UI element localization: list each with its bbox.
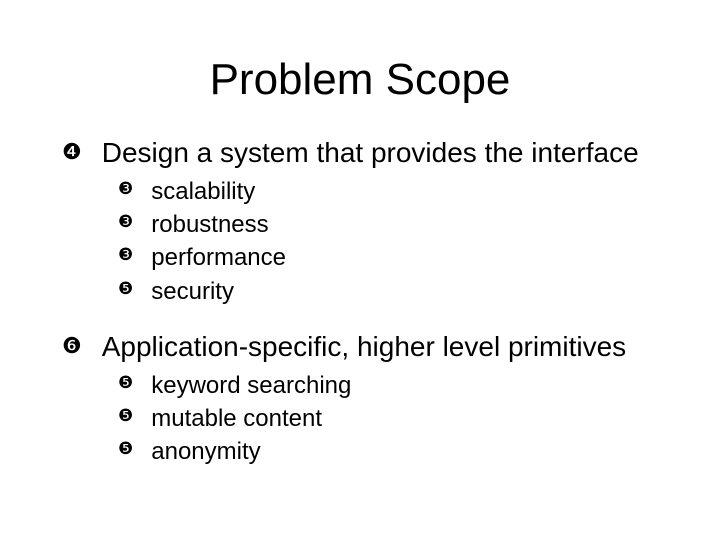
sub-item: ❸ scalability	[118, 176, 680, 207]
slide-title: Problem Scope	[40, 55, 680, 105]
bullet-icon: ❺	[118, 407, 133, 424]
top-level-item: ❻ Application-specific, higher level prim…	[62, 329, 680, 364]
bullet-icon: ❹	[62, 141, 82, 163]
bullet-icon: ❻	[62, 335, 82, 357]
sub-item: ❺ anonymity	[118, 436, 680, 467]
bullet-list: ❹ Design a system that provides the inter…	[40, 135, 680, 467]
sub-item: ❺ mutable content	[118, 403, 680, 434]
sub-item-text: performance	[151, 242, 286, 273]
bullet-icon: ❺	[118, 374, 133, 391]
sub-item-text: keyword searching	[151, 370, 351, 401]
bullet-icon: ❺	[118, 280, 133, 297]
bullet-icon: ❸	[118, 246, 133, 263]
sub-item: ❸ performance	[118, 242, 680, 273]
sub-item: ❺ security	[118, 276, 680, 307]
sub-item: ❸ robustness	[118, 209, 680, 240]
sub-item-text: robustness	[151, 209, 268, 240]
slide: Problem Scope ❹ Design a system that prov…	[0, 0, 720, 540]
top-level-item: ❹ Design a system that provides the inter…	[62, 135, 680, 170]
sub-item-text: anonymity	[151, 436, 260, 467]
sub-list: ❸ scalability ❸ robustness ❸ performance ❺ secu…	[118, 176, 680, 307]
sub-item: ❺ keyword searching	[118, 370, 680, 401]
bullet-icon: ❺	[118, 440, 133, 457]
bullet-icon: ❸	[118, 213, 133, 230]
sub-list: ❺ keyword searching ❺ mutable content ❺ anony…	[118, 370, 680, 468]
sub-item-text: mutable content	[151, 403, 322, 434]
top-level-text: Design a system that provides the interf…	[102, 135, 639, 170]
bullet-icon: ❸	[118, 180, 133, 197]
sub-item-text: scalability	[151, 176, 255, 207]
sub-item-text: security	[151, 276, 234, 307]
top-level-text: Application-specific, higher level primi…	[102, 329, 626, 364]
